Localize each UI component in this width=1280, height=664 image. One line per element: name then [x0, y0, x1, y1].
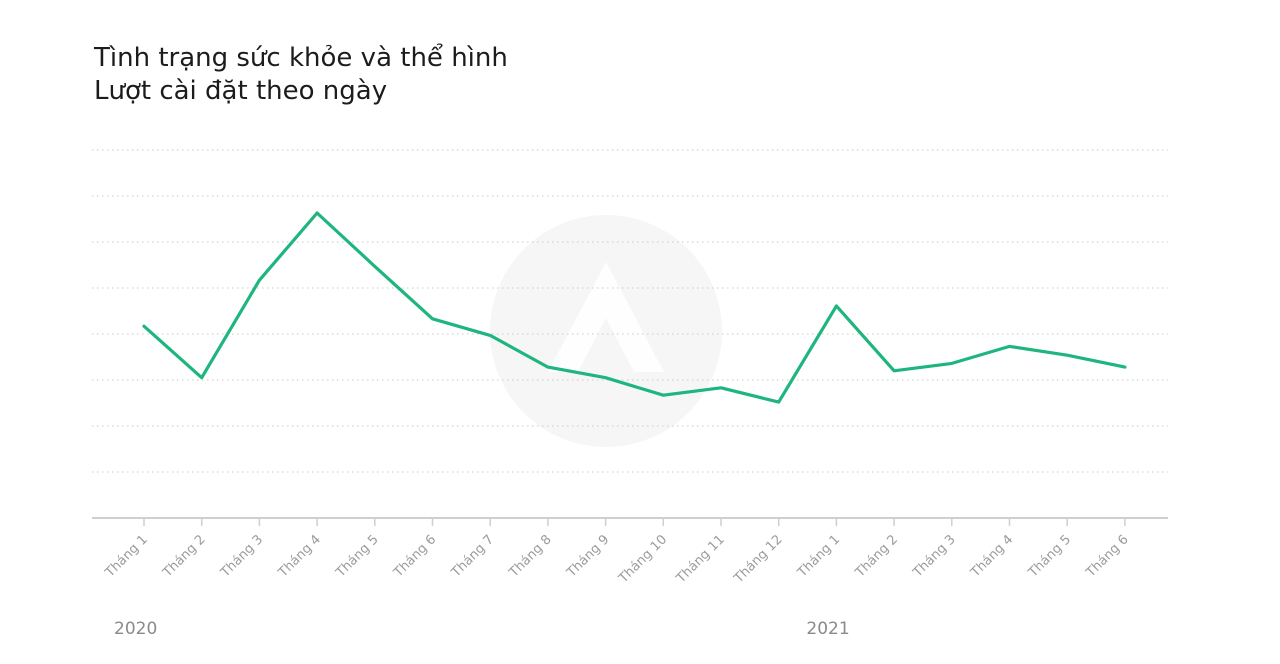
series-line: [142, 211, 1127, 404]
x-tick-label: Tháng 6: [1083, 532, 1132, 581]
x-tick-label: Tháng 3: [910, 532, 959, 581]
year-labels: 2020 2021: [114, 619, 850, 639]
series-layer: [142, 211, 1127, 404]
x-tick-label: Tháng 3: [217, 532, 266, 581]
app-logo-watermark: [490, 215, 722, 447]
year-label: 2021: [806, 619, 849, 639]
x-tick-label: Tháng 4: [275, 532, 324, 581]
x-tick-label: Tháng 6: [391, 532, 440, 581]
chart-subtitle-text: Lượt cài đặt theo ngày: [94, 76, 388, 106]
chart-title-text: Tình trạng sức khỏe và thể hình: [94, 43, 508, 73]
year-label: 2020: [114, 619, 157, 639]
x-tick-label: Tháng 5: [1025, 532, 1074, 581]
x-tick-label: Tháng 2: [852, 532, 901, 581]
x-axis-ticks: [143, 518, 1126, 526]
x-tick-label: Tháng 4: [968, 532, 1017, 581]
x-axis-tick-labels: Tháng 1 Tháng 2 Tháng 3 Tháng 4 Tháng 5 Tháng…: [102, 532, 1132, 587]
x-tick-label: Tháng 1: [794, 532, 843, 581]
x-tick-label: Tháng 12: [731, 532, 786, 587]
x-tick-label: Tháng 9: [564, 532, 613, 581]
x-tick-label: Tháng 8: [506, 532, 555, 581]
x-tick-label: Tháng 5: [333, 532, 382, 581]
x-tick-label: Tháng 10: [615, 532, 670, 587]
x-tick-label: Tháng 2: [160, 532, 209, 581]
x-tick-label: Tháng 11: [673, 532, 728, 587]
chart-title: Tình trạng sức khỏe và thể hình Lượt cài…: [94, 42, 508, 108]
x-tick-label: Tháng 7: [448, 532, 497, 581]
x-tick-label: Tháng 1: [102, 532, 151, 581]
